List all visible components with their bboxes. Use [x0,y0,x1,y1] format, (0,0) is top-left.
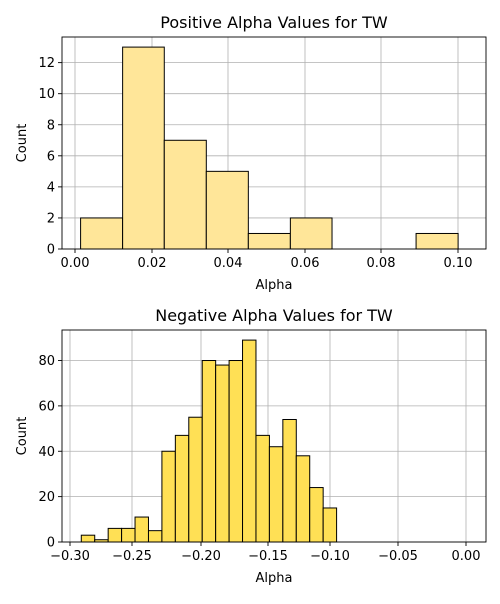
y-axis-label: Count [15,417,30,456]
histogram-bar [309,487,324,543]
histogram-bar [121,527,136,543]
histogram-bar [188,416,203,543]
chart-title: Negative Alpha Values for TW [155,306,393,325]
x-tick-label: 0.08 [367,256,396,271]
histogram-bar [163,139,207,250]
axes-frame [61,36,487,250]
x-tick-label: −0.25 [112,549,152,564]
x-axis-label: Alpha [256,571,293,586]
x-tick-label: 0.02 [138,256,167,271]
y-tick-label: 4 [47,180,55,195]
y-tick-label: 40 [38,445,55,460]
histogram-bar [205,170,249,250]
histogram-bar [282,418,297,543]
histogram-bar [242,339,257,543]
y-tick-label: 60 [38,399,55,414]
histogram-bar [161,450,176,543]
histogram-bar [80,534,96,543]
subplot-1: 0.00 0.02 0.04 0.06 0.08 0.10 0 2 4 6 8 10 12 Positiv… [15,13,487,293]
x-tick-label: −0.05 [378,549,418,564]
histogram-bar [268,446,284,543]
x-axis-label: Alpha [256,278,293,293]
histogram-bar [289,217,333,250]
histogram-bar [295,455,311,543]
histogram-bar [215,364,230,543]
x-tick-label: −0.20 [181,549,221,564]
y-tick-label: 0 [47,536,55,551]
x-tick-label: 0.00 [452,549,481,564]
y-tick-label: 80 [38,354,55,369]
histogram-bar [122,46,165,250]
histogram-bar [322,507,338,543]
histogram-bar [174,434,190,543]
histogram-bar [80,217,124,250]
histogram-bar [228,360,244,543]
y-tick-label: 20 [38,490,55,505]
y-tick-label: 10 [38,87,55,102]
x-tick-label: 0.04 [214,256,243,271]
y-tick-label: 12 [38,56,55,71]
x-tick-label: 0.00 [61,256,90,271]
histogram-bar [415,232,459,250]
histogram-bar [255,434,270,543]
y-tick-label: 0 [47,243,55,258]
y-tick-label: 2 [47,211,55,226]
histogram-bar [107,527,123,543]
histogram-bar [201,360,217,543]
x-tick-label: 0.10 [444,256,473,271]
x-tick-label: −0.10 [310,549,350,564]
y-tick-label: 6 [47,149,55,164]
x-tick-label: 0.06 [291,256,320,271]
axes-frame [61,329,487,543]
y-axis-label: Count [15,124,30,163]
histogram-bar [147,530,163,543]
histogram-bar [247,232,291,250]
x-tick-label: −0.15 [248,549,288,564]
chart-title: Positive Alpha Values for TW [160,13,388,32]
histogram-bar [134,516,149,543]
x-tick-label: −0.30 [50,549,90,564]
y-tick-label: 8 [47,118,55,133]
subplot-2: −0.30 −0.25 −0.20 −0.15 −0.10 −0.05 0.00 0 20 40 6… [15,306,487,586]
